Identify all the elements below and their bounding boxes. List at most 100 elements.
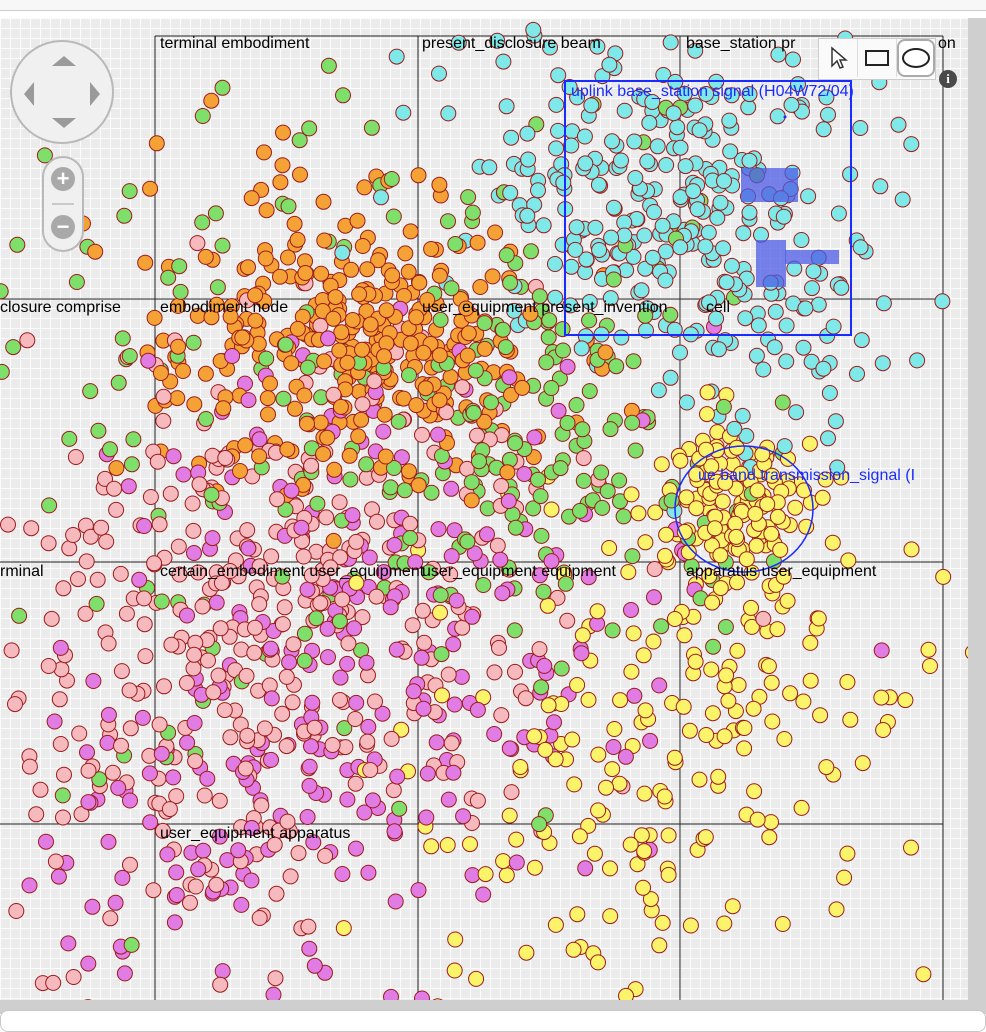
data-point[interactable] <box>244 873 259 888</box>
data-point[interactable] <box>965 645 968 660</box>
data-point[interactable] <box>305 695 320 710</box>
data-point[interactable] <box>298 266 313 281</box>
data-point[interactable] <box>205 531 220 546</box>
data-point[interactable] <box>876 296 891 311</box>
data-point[interactable] <box>386 209 401 224</box>
data-point[interactable] <box>482 160 497 175</box>
data-point[interactable] <box>719 668 734 683</box>
data-point[interactable] <box>191 862 206 877</box>
data-point[interactable] <box>507 623 522 638</box>
data-point[interactable] <box>598 345 613 360</box>
data-point[interactable] <box>741 100 756 115</box>
data-point[interactable] <box>683 918 698 933</box>
data-point[interactable] <box>113 566 128 581</box>
data-point[interactable] <box>855 756 870 771</box>
data-point[interactable] <box>464 493 479 508</box>
data-point[interactable] <box>377 349 392 364</box>
data-point[interactable] <box>391 414 406 429</box>
data-point[interactable] <box>551 68 566 83</box>
data-point[interactable] <box>624 664 639 679</box>
data-point[interactable] <box>494 708 509 723</box>
data-point[interactable] <box>41 536 56 551</box>
data-point[interactable] <box>444 549 459 564</box>
data-point[interactable] <box>723 144 738 159</box>
data-point[interactable] <box>569 398 584 413</box>
data-point[interactable] <box>661 867 676 882</box>
data-point[interactable] <box>411 883 426 898</box>
data-point[interactable] <box>335 592 350 607</box>
data-point[interactable] <box>764 526 779 541</box>
data-point[interactable] <box>225 349 240 364</box>
data-point[interactable] <box>367 374 382 389</box>
data-point[interactable] <box>496 854 511 869</box>
data-point[interactable] <box>387 824 402 839</box>
data-point[interactable] <box>185 496 200 511</box>
data-point[interactable] <box>281 199 296 214</box>
data-point[interactable] <box>692 772 707 787</box>
data-point[interactable] <box>190 236 205 251</box>
data-point[interactable] <box>777 439 792 454</box>
data-point[interactable] <box>259 351 274 366</box>
data-point[interactable] <box>351 429 366 444</box>
data-point[interactable] <box>379 303 394 318</box>
data-point[interactable] <box>350 213 365 228</box>
data-point[interactable] <box>614 153 629 168</box>
data-point[interactable] <box>257 721 272 736</box>
data-point[interactable] <box>770 109 785 124</box>
data-point[interactable] <box>663 370 678 385</box>
data-point[interactable] <box>186 661 201 676</box>
data-point[interactable] <box>576 451 591 466</box>
data-point[interactable] <box>244 191 259 206</box>
data-point[interactable] <box>321 331 336 346</box>
data-point[interactable] <box>215 964 230 979</box>
data-point[interactable] <box>448 932 463 947</box>
data-point[interactable] <box>183 895 198 910</box>
data-point[interactable] <box>215 80 230 95</box>
data-point[interactable] <box>300 360 315 375</box>
data-point[interactable] <box>647 205 662 220</box>
data-point[interactable] <box>432 66 447 81</box>
data-point[interactable] <box>374 190 389 205</box>
data-point[interactable] <box>454 669 469 684</box>
data-point[interactable] <box>612 776 627 791</box>
data-point[interactable] <box>760 497 775 512</box>
data-point[interactable] <box>679 395 694 410</box>
data-point[interactable] <box>197 788 212 803</box>
data-point[interactable] <box>137 591 152 606</box>
data-point[interactable] <box>172 259 187 274</box>
data-point[interactable] <box>786 52 801 67</box>
data-point[interactable] <box>107 481 122 496</box>
data-point[interactable] <box>29 807 44 822</box>
data-point[interactable] <box>195 109 210 124</box>
data-point[interactable] <box>121 479 136 494</box>
data-point[interactable] <box>192 477 207 492</box>
data-point[interactable] <box>673 453 688 468</box>
data-point[interactable] <box>241 260 256 275</box>
data-point[interactable] <box>853 240 868 255</box>
data-point[interactable] <box>673 240 688 255</box>
data-point[interactable] <box>352 287 367 302</box>
data-point[interactable] <box>711 342 726 357</box>
data-point[interactable] <box>285 695 300 710</box>
data-point[interactable] <box>240 728 255 743</box>
data-point[interactable] <box>252 911 267 926</box>
data-point[interactable] <box>567 777 582 792</box>
data-point[interactable] <box>416 345 431 360</box>
data-point[interactable] <box>544 381 559 396</box>
data-point[interactable] <box>340 792 355 807</box>
data-point[interactable] <box>624 603 639 618</box>
data-point[interactable] <box>496 54 511 69</box>
data-point[interactable] <box>33 782 48 797</box>
data-point[interactable] <box>834 280 849 295</box>
data-point[interactable] <box>460 348 475 363</box>
data-point[interactable] <box>746 701 761 716</box>
data-point[interactable] <box>142 766 157 781</box>
data-point[interactable] <box>873 179 888 194</box>
data-point[interactable] <box>384 731 399 746</box>
data-point[interactable] <box>588 220 603 235</box>
data-point[interactable] <box>441 214 456 229</box>
data-point[interactable] <box>831 206 846 221</box>
data-point[interactable] <box>654 457 669 472</box>
data-point[interactable] <box>606 200 621 215</box>
data-point[interactable] <box>742 153 757 168</box>
